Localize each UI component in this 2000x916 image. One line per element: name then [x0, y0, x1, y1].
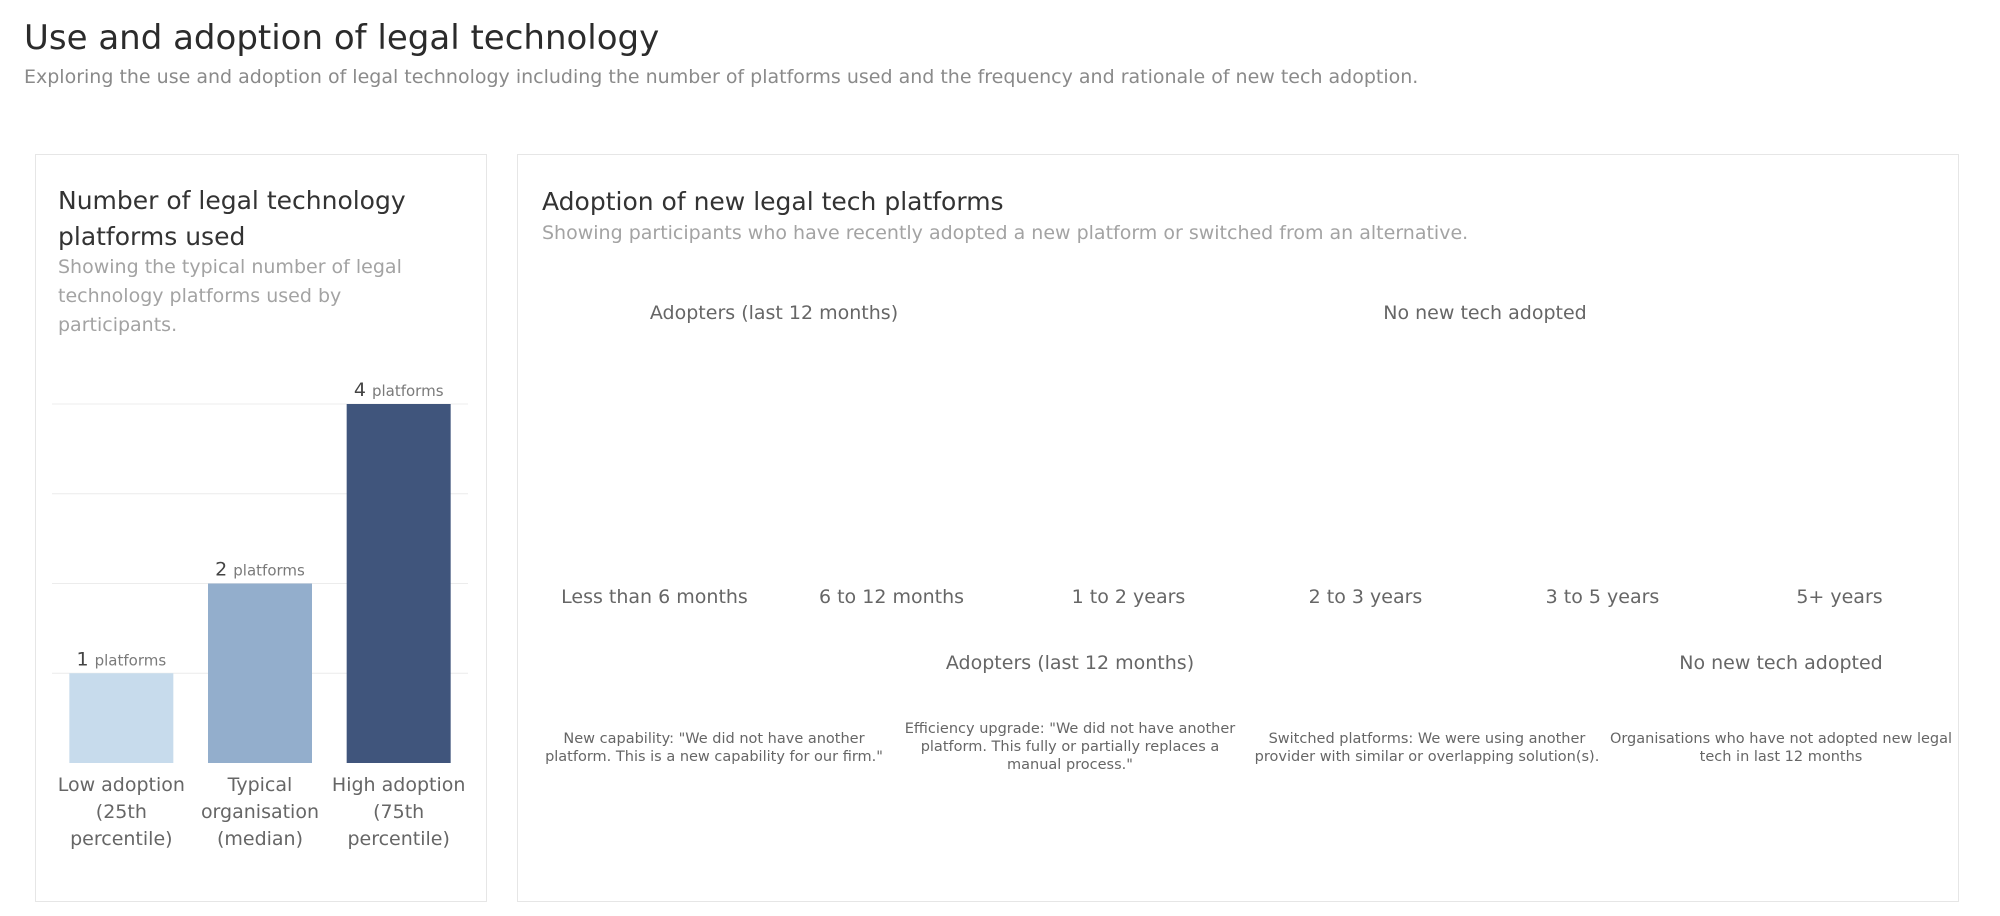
reason-new-capability: New capability: "We did not have another… [545, 731, 883, 765]
bar-typical-organisation-median [208, 583, 312, 763]
bottom-header-adopters: Adopters (last 12 months) [945, 652, 1195, 674]
category-label: Less than 6 months [561, 586, 748, 608]
value-label: 2 platforms [215, 559, 305, 581]
bar-low-adoption-25th-percentile [69, 673, 174, 763]
page-subtitle: Exploring the use and adoption of legal … [24, 66, 1419, 88]
category-label: 2 to 3 years [1308, 586, 1423, 608]
value-label: 4 platforms [354, 379, 444, 401]
platforms-used-subtitle: Showing the typical number of legal tech… [58, 256, 402, 336]
group-header-no-new-tech: No new tech adopted [1383, 302, 1587, 324]
platforms-used-plot: 1 platforms 2 platforms 4 platforms [52, 379, 468, 763]
platforms-used-title: Number of legal technology platforms use… [58, 186, 406, 251]
reason-no-new-tech: Organisations who have not adopted new l… [1609, 731, 1953, 765]
bottom-header-no-new-tech: No new tech adopted [1679, 652, 1883, 674]
adoption-title: Adoption of new legal tech platforms [542, 187, 1004, 216]
adoption-subtitle: Showing participants who have recently a… [542, 222, 1469, 244]
category-label: Low adoption (25th percentile) [57, 774, 185, 850]
adoption-panel [517, 154, 1959, 902]
reason-switched-platforms: Switched platforms: We were using anothe… [1254, 731, 1600, 765]
value-label: 1 platforms [76, 648, 166, 670]
category-label: Typical organisation (median) [200, 774, 320, 850]
page-title: Use and adoption of legal technology [24, 18, 660, 58]
group-header-adopters: Adopters (last 12 months) [649, 302, 899, 324]
reason-efficiency-upgrade: Efficiency upgrade: "We did not have ano… [904, 721, 1236, 773]
category-label: 3 to 5 years [1545, 586, 1660, 608]
bar-high-adoption-75th-percentile [346, 404, 451, 763]
category-label: High adoption (75th percentile) [331, 774, 466, 850]
category-label: 6 to 12 months [818, 586, 965, 608]
category-label: 1 to 2 years [1071, 586, 1186, 608]
category-label: 5+ years [1796, 586, 1883, 608]
